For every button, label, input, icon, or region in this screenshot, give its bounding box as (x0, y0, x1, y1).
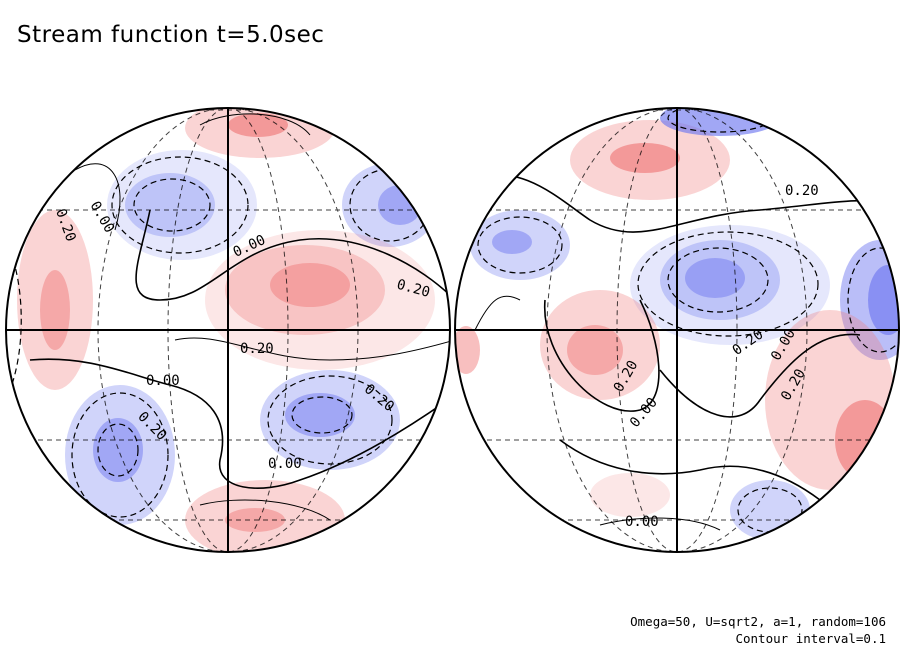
positive-region (17, 210, 93, 390)
negative-region (660, 240, 780, 320)
positive-region (455, 326, 480, 374)
plot-title: Stream function t=5.0sec (17, 22, 325, 48)
contour-label: 0.00 (268, 456, 302, 472)
negative-region (125, 173, 215, 237)
negative-region (285, 393, 355, 437)
positive-region (205, 230, 435, 370)
left-axes (6, 108, 450, 552)
negative-region (685, 258, 745, 298)
positive-region (610, 143, 680, 173)
footer-params: Omega=50, U=sqrt2, a=1, random=106 (630, 614, 886, 629)
negative-region (492, 230, 532, 254)
left-hemisphere (6, 108, 450, 552)
positive-region (567, 325, 623, 375)
positive-region (540, 290, 660, 400)
right-dashed-contours (477, 108, 899, 533)
positive-region (40, 270, 70, 350)
footer-contour-interval: Contour interval=0.1 (735, 631, 886, 646)
negative-region (470, 210, 570, 280)
positive-region (228, 113, 288, 137)
negative-region (630, 225, 830, 345)
negative-region (65, 385, 175, 525)
right-hemisphere-outline (454, 107, 900, 553)
positive-region (270, 263, 350, 307)
negative-region (260, 370, 400, 470)
contour-label: 0.00 (627, 395, 661, 431)
contour-label: 0.00 (146, 373, 180, 389)
contour-label: 0.00 (625, 514, 659, 530)
negative-region (93, 418, 143, 482)
positive-region (225, 245, 385, 335)
positive-region (590, 473, 670, 517)
left-fill-regions (17, 108, 438, 552)
right-axes (455, 108, 899, 552)
contour-label: 0.20 (785, 183, 819, 199)
left-hemisphere-outline (5, 107, 451, 553)
right-contours (469, 173, 899, 531)
contour-label: 0.20 (240, 341, 274, 357)
